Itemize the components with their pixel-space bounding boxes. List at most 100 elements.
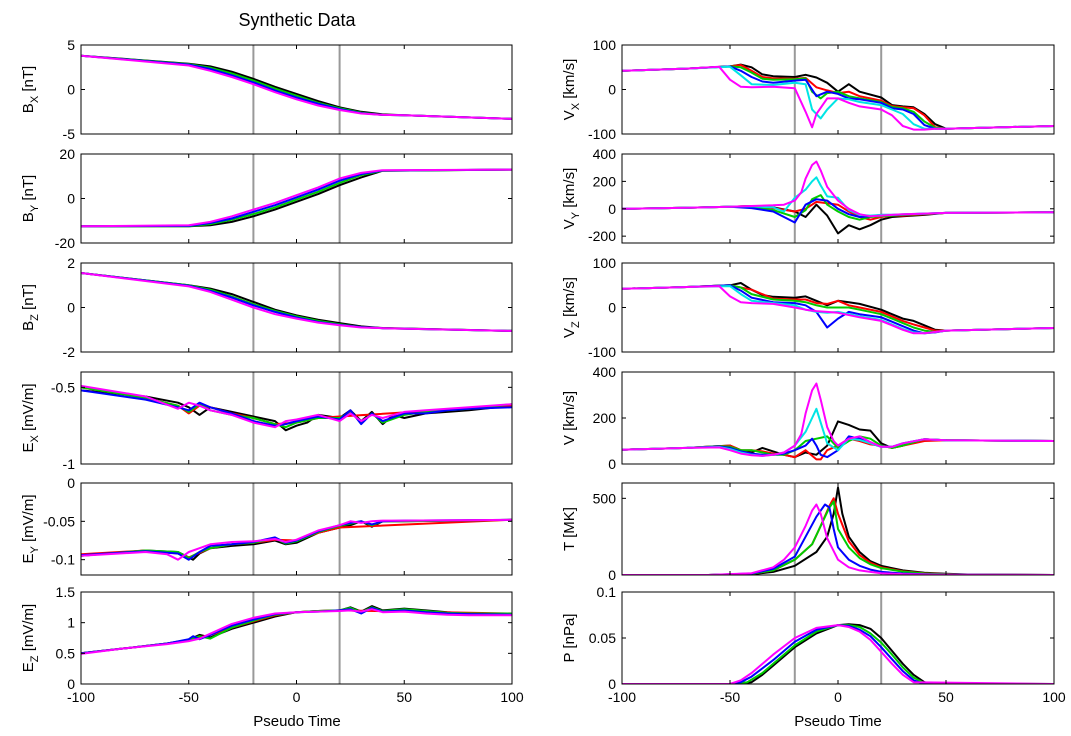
axes-frame	[80, 591, 513, 685]
series-group	[81, 384, 512, 432]
series-line-magenta	[81, 168, 512, 228]
series-group	[81, 168, 512, 228]
y-label-main: E	[20, 554, 37, 564]
y-axis-label: P [nPa]	[561, 614, 578, 663]
y-tick-label: 0	[608, 82, 616, 98]
series-line-blue	[81, 168, 512, 228]
series-group	[81, 54, 512, 120]
y-tick-label: 0	[608, 201, 616, 217]
y-tick-label: 0	[608, 567, 616, 583]
y-tick-label: 0	[67, 300, 75, 316]
y-label-main: B	[20, 103, 37, 113]
y-label-unit: [km/s]	[561, 168, 578, 212]
y-label-unit: [MK]	[561, 507, 578, 542]
y-tick-label: 0.05	[589, 630, 616, 646]
series-line-green	[622, 65, 1054, 130]
y-label-main: V	[561, 110, 578, 120]
series-line-red	[622, 64, 1054, 130]
series-line-magenta	[81, 272, 512, 332]
panel-8: -100 0 100 VZ [km/s]	[561, 255, 1055, 360]
y-tick-label: 0.5	[56, 645, 76, 661]
y-tick-label: 200	[593, 410, 617, 426]
figure-title: Synthetic Data	[238, 10, 356, 30]
y-label-unit: [nT]	[20, 175, 37, 205]
y-label-sub: Y	[29, 546, 41, 554]
y-tick-label: -100	[588, 126, 616, 142]
y-label-main: E	[20, 662, 37, 672]
y-label-unit: [nT]	[20, 284, 37, 314]
series-line-black	[622, 63, 1054, 130]
y-label-sub: Y	[29, 204, 41, 212]
y-tick-label: 0.1	[597, 584, 617, 600]
y-tick-label: -0.05	[43, 513, 75, 529]
series-line-magenta	[622, 160, 1054, 218]
series-line-black	[622, 623, 1054, 684]
series-line-magenta	[622, 285, 1054, 335]
panel-2: -2 0 2 BZ [nT]	[20, 255, 513, 360]
y-tick-label: 20	[59, 146, 75, 162]
x-tick-label: 50	[938, 689, 954, 705]
series-line-blue	[622, 284, 1054, 335]
axes-frame	[80, 371, 513, 465]
x-tick-label: 100	[1042, 689, 1066, 705]
series-group	[81, 605, 512, 655]
series-line-magenta	[81, 54, 512, 120]
y-label-unit: [mV/m]	[20, 604, 37, 656]
series-group	[622, 160, 1054, 235]
series-line-green	[622, 435, 1054, 456]
axes-frame	[621, 591, 1055, 685]
y-tick-label: -0.5	[51, 379, 75, 395]
x-tick-label: -50	[179, 689, 199, 705]
series-line-blue	[622, 624, 1054, 684]
y-tick-label: 200	[593, 173, 617, 189]
x-tick-label: 0	[834, 689, 842, 705]
series-line-magenta	[622, 382, 1054, 457]
series-line-green	[622, 624, 1054, 684]
series-line-magenta	[81, 384, 512, 429]
series-group	[81, 272, 512, 332]
series-line-magenta	[622, 503, 1054, 575]
y-tick-label: 1.5	[56, 584, 76, 600]
series-line-magenta	[622, 624, 1054, 684]
axes-frame	[80, 153, 513, 244]
series-group	[622, 382, 1054, 461]
panel-6: -100 0 100 VX [km/s]	[561, 37, 1055, 142]
y-label-main: E	[20, 443, 37, 453]
series-line-blue	[622, 65, 1054, 130]
y-label-sub: Z	[570, 321, 582, 328]
axes-frame	[621, 44, 1055, 135]
x-tick-label: 0	[293, 689, 301, 705]
series-group	[622, 623, 1054, 684]
y-label-unit: [km/s]	[561, 59, 578, 103]
y-tick-label: 5	[67, 37, 75, 53]
y-label-unit: [km/s]	[561, 391, 578, 435]
y-label-main: V	[561, 435, 578, 445]
y-label-main: B	[20, 321, 37, 331]
panel-5: -100 -50 0 50 100 0 0.5 1 1.5 EZ [mV/m]	[20, 584, 524, 705]
series-group	[81, 518, 512, 561]
y-label-main: V	[561, 219, 578, 229]
y-label-unit: [nT]	[20, 66, 37, 96]
series-line-blue	[81, 54, 512, 120]
y-tick-label: -100	[588, 344, 616, 360]
y-axis-label: VZ [km/s]	[561, 277, 582, 338]
panel-4: -0.1 -0.05 0 EY [mV/m]	[20, 475, 513, 576]
y-axis-label: BZ [nT]	[20, 284, 41, 331]
y-label-sub: X	[570, 102, 582, 110]
y-axis-label: EZ [mV/m]	[20, 604, 41, 672]
y-axis-label: VY [km/s]	[561, 168, 582, 230]
panel-1: -20 0 20 BY [nT]	[20, 146, 513, 251]
x-tick-label: 50	[396, 689, 412, 705]
y-tick-label: 0	[67, 475, 75, 491]
y-label-unit: [mV/m]	[20, 494, 37, 546]
y-tick-label: -20	[55, 235, 75, 251]
left-x-axis-label: Pseudo Time	[253, 713, 341, 730]
y-tick-label: -200	[588, 228, 616, 244]
x-tick-label: -100	[608, 689, 636, 705]
y-label-sub: Y	[570, 211, 582, 219]
y-tick-label: 0	[608, 300, 616, 316]
y-tick-label: 0	[67, 676, 75, 692]
series-line-magenta	[622, 65, 1054, 131]
